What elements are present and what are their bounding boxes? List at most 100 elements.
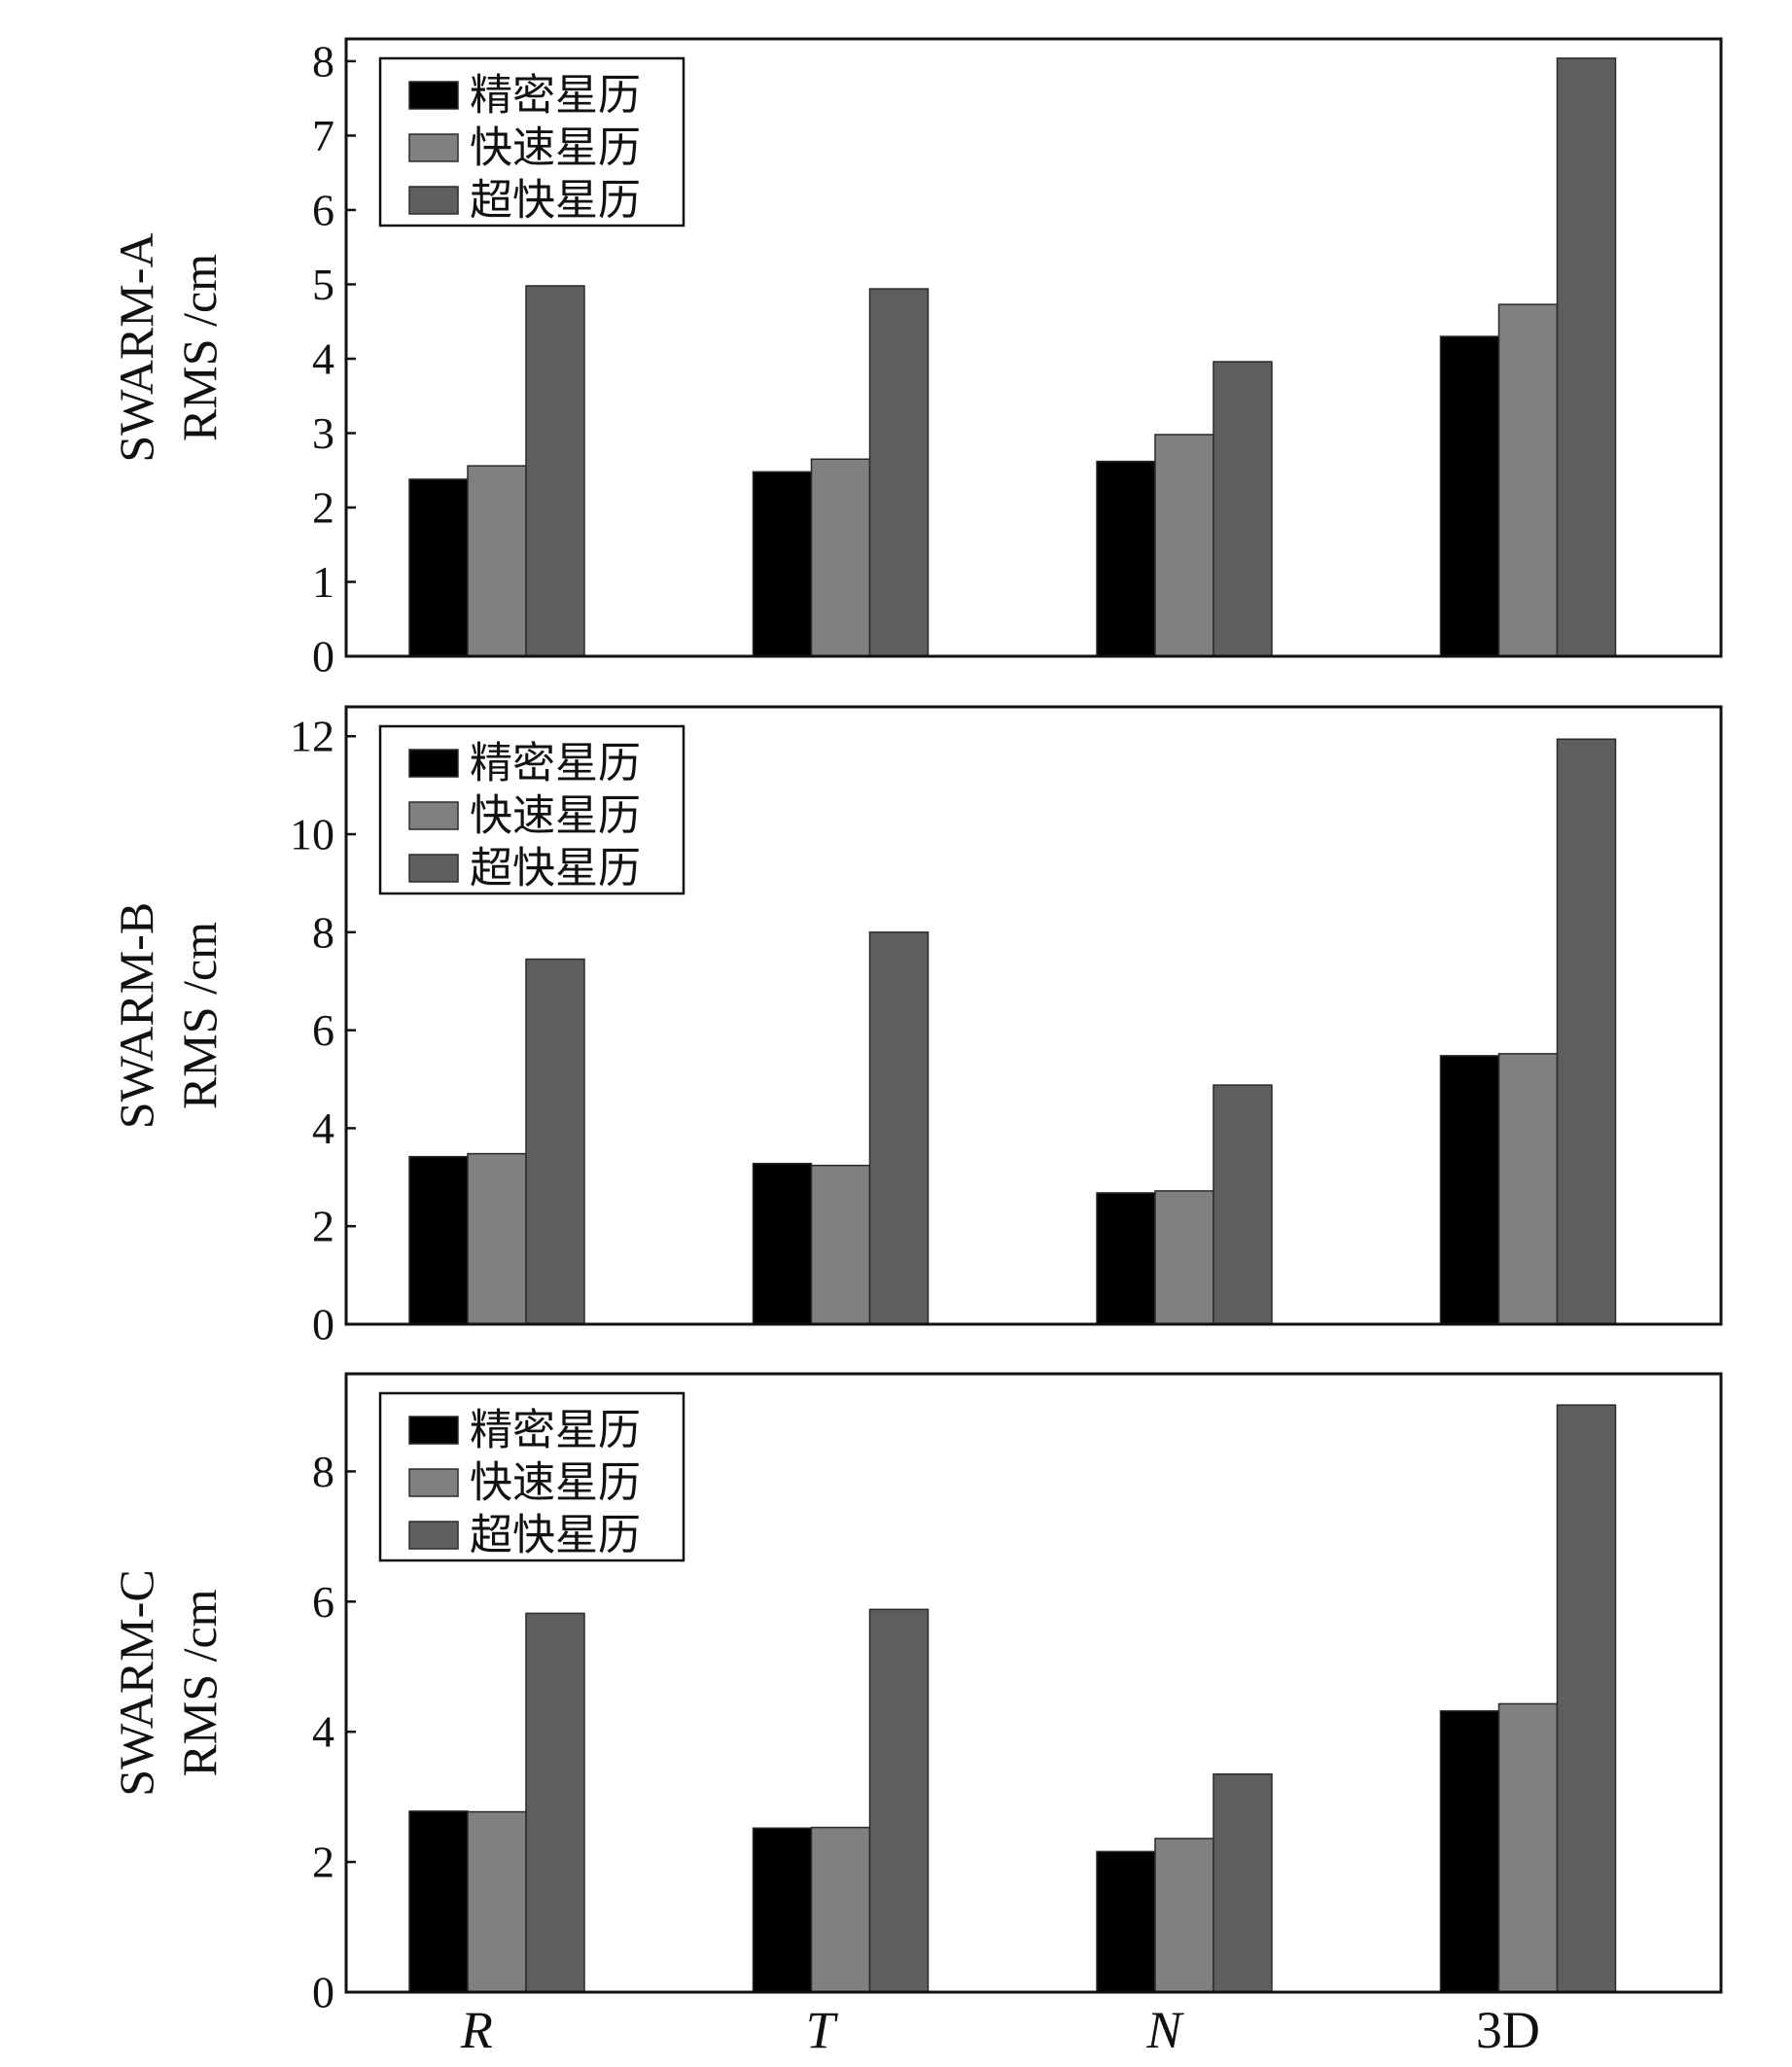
bar-3D-series-2	[1497, 1053, 1559, 1325]
bar-R-series-1	[408, 1155, 469, 1325]
bar-R-series-3	[525, 285, 585, 657]
y-ticks: 0 2 4 6 8	[312, 1447, 356, 2017]
y-tick-label: 8	[312, 1447, 334, 1496]
bar-3D-series-1	[1439, 335, 1500, 657]
legend-label: 快速星历	[470, 123, 641, 173]
bar-R-series-2	[467, 1152, 527, 1325]
y-axis-title-satellite: SWARM-C	[109, 1569, 163, 1796]
bars	[408, 57, 1617, 657]
plot-frame	[344, 1372, 1723, 1994]
legend-swatch	[408, 133, 459, 162]
bar-T-series-1	[752, 1827, 813, 1993]
y-tick-label: 4	[312, 1104, 334, 1153]
bar-3D-series-3	[1556, 57, 1617, 657]
bar-3D-series-3	[1556, 1404, 1617, 1993]
legend-label: 快速星历	[470, 1458, 641, 1508]
bar-N-series-3	[1212, 361, 1273, 657]
bar-N-series-2	[1154, 1838, 1214, 1993]
legend-swatch	[408, 1416, 459, 1445]
y-tick-label: 8	[312, 907, 334, 957]
bar-T-series-1	[752, 471, 813, 657]
y-tick-label: 5	[312, 260, 334, 309]
y-tick-label: 2	[312, 482, 334, 532]
y-tick-label: 0	[312, 1300, 334, 1349]
legend-swatch	[408, 854, 459, 883]
legend-swatch	[408, 801, 459, 830]
bar-N-series-1	[1096, 1192, 1156, 1325]
bar-T-series-3	[868, 1608, 930, 1993]
plot-frame	[344, 37, 1723, 658]
bar-R-series-1	[408, 1810, 469, 1993]
x-tick-label: N	[1145, 2001, 1184, 2059]
bar-N-series-2	[1154, 1190, 1214, 1325]
bar-3D-series-1	[1439, 1710, 1500, 1993]
bar-T-series-2	[810, 1164, 871, 1325]
bar-R-series-2	[467, 1810, 527, 1993]
bar-R-series-3	[525, 1612, 585, 1993]
x-axis-labels: R T N 3D	[460, 2001, 1540, 2059]
bar-T-series-3	[868, 288, 930, 657]
y-tick-label: 10	[290, 810, 334, 859]
bar-T-series-2	[810, 458, 871, 657]
bar-N-series-1	[1096, 1850, 1156, 1993]
y-ticks: 0 2 4 6 8 10 12	[290, 712, 356, 1349]
bar-3D-series-3	[1556, 738, 1617, 1325]
legend-label: 精密星历	[470, 739, 641, 788]
legend-swatch	[408, 749, 459, 778]
y-tick-label: 6	[312, 185, 334, 234]
bar-R-series-1	[408, 478, 469, 657]
legend-label: 超快星历	[470, 844, 641, 893]
legend-label: 精密星历	[470, 1406, 641, 1455]
y-tick-label: 12	[290, 712, 334, 761]
y-tick-label: 7	[312, 111, 334, 160]
bar-3D-series-2	[1497, 303, 1559, 657]
y-tick-label: 0	[312, 1968, 334, 2017]
legend-label: 快速星历	[470, 791, 641, 841]
y-tick-label: 1	[312, 557, 334, 607]
legend-swatch	[408, 1521, 459, 1550]
x-tick-label: 3D	[1476, 2001, 1540, 2059]
bar-R-series-2	[467, 465, 527, 657]
bar-N-series-3	[1212, 1084, 1273, 1325]
y-tick-label: 2	[312, 1838, 334, 1887]
y-tick-label: 2	[312, 1202, 334, 1251]
y-tick-label: 3	[312, 408, 334, 458]
legend-swatch	[408, 186, 459, 215]
x-tick-label: R	[460, 2001, 493, 2059]
y-axis-title-unit: RMS /cm	[172, 922, 227, 1109]
y-tick-label: 6	[312, 1577, 334, 1627]
y-axis-title-satellite: SWARM-B	[109, 902, 163, 1129]
y-axis-title-unit: RMS /cm	[172, 1589, 227, 1776]
x-tick-label: T	[806, 2001, 839, 2059]
bar-R-series-3	[525, 958, 585, 1325]
bars	[408, 738, 1617, 1325]
legend-label: 超快星历	[470, 1511, 641, 1560]
plot-frame	[344, 705, 1723, 1326]
bar-T-series-2	[810, 1826, 871, 1993]
y-tick-label: 4	[312, 333, 334, 383]
y-axis-title-unit: RMS /cm	[172, 254, 227, 441]
y-ticks: 0 1 2 3 4 5 6 7 8	[312, 36, 356, 682]
legend-label: 超快星历	[470, 176, 641, 226]
bar-N-series-3	[1212, 1772, 1273, 1993]
bar-N-series-1	[1096, 460, 1156, 657]
bar-3D-series-2	[1497, 1702, 1559, 1993]
bar-N-series-2	[1154, 434, 1214, 657]
y-axis-title-satellite: SWARM-A	[109, 232, 163, 462]
legend-label: 精密星历	[470, 71, 641, 121]
y-axis-title: SWARM-B RMS /cm	[109, 902, 227, 1129]
legend-swatch	[408, 1468, 459, 1497]
bar-3D-series-1	[1439, 1055, 1500, 1325]
bar-T-series-1	[752, 1162, 813, 1325]
y-axis-title: SWARM-A RMS /cm	[109, 232, 227, 462]
y-tick-label: 0	[312, 632, 334, 682]
legend-swatch	[408, 81, 459, 110]
y-tick-label: 4	[312, 1707, 334, 1757]
